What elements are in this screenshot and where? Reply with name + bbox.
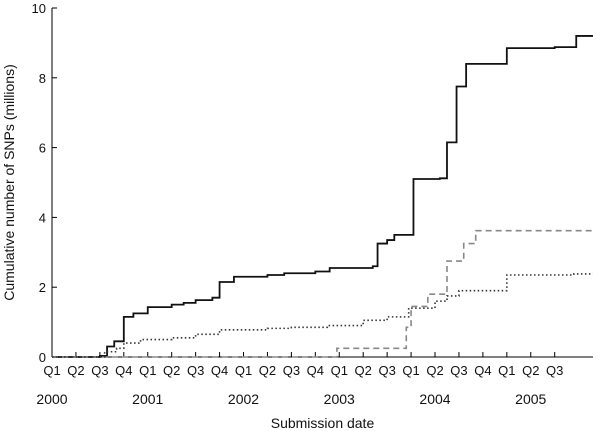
x-tick-label: Q4 (474, 363, 491, 378)
x-axis-title: Submission date (271, 415, 375, 431)
x-tick-label: Q3 (187, 363, 204, 378)
x-axis-ticks: Q1 Q2 Q3 Q4 Q1 Q2 Q3 Q4 Q1 Q2 Q3 Q4 Q1 Q2 Q3 Q1 Q2 Q3 Q4 Q1… (43, 352, 563, 378)
y-tick-label: 4 (39, 210, 46, 225)
x-tick-label: Q1 (498, 363, 515, 378)
x-tick-label: Q2 (163, 363, 180, 378)
x-tick-label: Q3 (546, 363, 563, 378)
year-label: 2003 (324, 391, 355, 407)
year-label: 2005 (515, 391, 546, 407)
x-tick-label: Q3 (450, 363, 467, 378)
year-labels: 2000 2001 2002 2003 2004 2005 (36, 391, 546, 407)
x-tick-label: Q1 (43, 363, 60, 378)
year-label: 2002 (228, 391, 259, 407)
y-tick-label: 10 (32, 1, 46, 16)
y-axis-title: Cumulative number of SNPs (millions) (1, 64, 17, 301)
series-group (52, 35, 593, 358)
x-tick-label: Q2 (355, 363, 372, 378)
y-tick-label: 2 (39, 280, 46, 295)
x-tick-label: Q2 (426, 363, 443, 378)
year-label: 2004 (419, 391, 450, 407)
x-tick-label: Q2 (522, 363, 539, 378)
series-dotted-line (52, 273, 593, 358)
series-solid-line (52, 35, 593, 358)
y-tick-label: 0 (39, 350, 46, 365)
x-tick-label: Q1 (402, 363, 419, 378)
year-label: 2001 (132, 391, 163, 407)
x-tick-label: Q4 (115, 363, 132, 378)
x-tick-label: Q3 (378, 363, 395, 378)
y-axis-ticks: 0 2 4 6 8 10 (32, 1, 57, 365)
x-tick-label: Q4 (211, 363, 228, 378)
x-tick-label: Q1 (139, 363, 156, 378)
series-dashed-line (52, 229, 593, 358)
x-tick-label: Q1 (235, 363, 252, 378)
x-tick-label: Q1 (331, 363, 348, 378)
y-tick-label: 8 (39, 71, 46, 86)
x-tick-label: Q4 (307, 363, 324, 378)
x-tick-label: Q3 (283, 363, 300, 378)
x-tick-label: Q3 (91, 363, 108, 378)
x-tick-label: Q2 (67, 363, 84, 378)
year-label: 2000 (36, 391, 67, 407)
y-tick-label: 6 (39, 141, 46, 156)
x-tick-label: Q2 (259, 363, 276, 378)
